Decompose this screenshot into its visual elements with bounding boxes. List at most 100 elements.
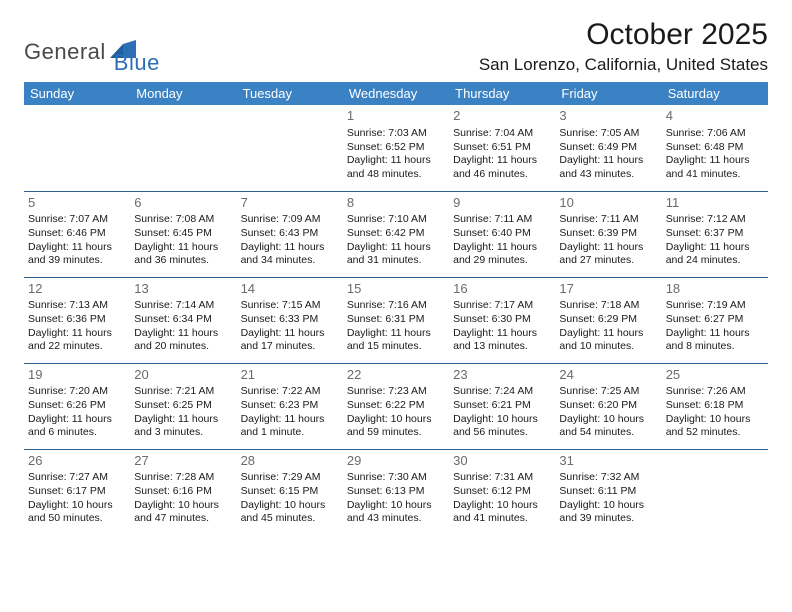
sunrise-line: Sunrise: 7:19 AM — [666, 299, 764, 313]
day-number: 6 — [134, 195, 232, 212]
day-number: 21 — [241, 367, 339, 384]
sunrise-line: Sunrise: 7:28 AM — [134, 471, 232, 485]
sunset-line: Sunset: 6:51 PM — [453, 141, 551, 155]
calendar-day-cell: 22Sunrise: 7:23 AMSunset: 6:22 PMDayligh… — [343, 363, 449, 449]
calendar-day-cell: 14Sunrise: 7:15 AMSunset: 6:33 PMDayligh… — [237, 277, 343, 363]
title-block: October 2025 San Lorenzo, California, Un… — [479, 18, 768, 75]
sunset-line: Sunset: 6:17 PM — [28, 485, 126, 499]
sunrise-line: Sunrise: 7:30 AM — [347, 471, 445, 485]
calendar-day-cell: 25Sunrise: 7:26 AMSunset: 6:18 PMDayligh… — [662, 363, 768, 449]
day-number: 8 — [347, 195, 445, 212]
daylight-line: and 39 minutes. — [559, 512, 657, 526]
daylight-line: and 17 minutes. — [241, 340, 339, 354]
daylight-line: and 3 minutes. — [134, 426, 232, 440]
calendar-day-cell: 21Sunrise: 7:22 AMSunset: 6:23 PMDayligh… — [237, 363, 343, 449]
daylight-line: Daylight: 11 hours — [666, 327, 764, 341]
sunrise-line: Sunrise: 7:16 AM — [347, 299, 445, 313]
sunrise-line: Sunrise: 7:06 AM — [666, 127, 764, 141]
day-number: 18 — [666, 281, 764, 298]
sunset-line: Sunset: 6:22 PM — [347, 399, 445, 413]
daylight-line: Daylight: 11 hours — [28, 241, 126, 255]
sunrise-line: Sunrise: 7:21 AM — [134, 385, 232, 399]
sunset-line: Sunset: 6:23 PM — [241, 399, 339, 413]
calendar-day-cell: 10Sunrise: 7:11 AMSunset: 6:39 PMDayligh… — [555, 191, 661, 277]
weekday-header-row: SundayMondayTuesdayWednesdayThursdayFrid… — [24, 82, 768, 105]
calendar-week-row: 12Sunrise: 7:13 AMSunset: 6:36 PMDayligh… — [24, 277, 768, 363]
day-number: 23 — [453, 367, 551, 384]
sunset-line: Sunset: 6:11 PM — [559, 485, 657, 499]
calendar-day-cell: 1Sunrise: 7:03 AMSunset: 6:52 PMDaylight… — [343, 105, 449, 191]
sunrise-line: Sunrise: 7:20 AM — [28, 385, 126, 399]
daylight-line: and 48 minutes. — [347, 168, 445, 182]
calendar-week-row: 19Sunrise: 7:20 AMSunset: 6:26 PMDayligh… — [24, 363, 768, 449]
day-number: 12 — [28, 281, 126, 298]
day-number: 10 — [559, 195, 657, 212]
daylight-line: and 43 minutes. — [347, 512, 445, 526]
day-number: 5 — [28, 195, 126, 212]
daylight-line: Daylight: 11 hours — [28, 413, 126, 427]
sunset-line: Sunset: 6:52 PM — [347, 141, 445, 155]
page-header: General Blue October 2025 San Lorenzo, C… — [24, 18, 768, 76]
calendar-day-cell: 4Sunrise: 7:06 AMSunset: 6:48 PMDaylight… — [662, 105, 768, 191]
calendar-day-cell: 17Sunrise: 7:18 AMSunset: 6:29 PMDayligh… — [555, 277, 661, 363]
daylight-line: and 20 minutes. — [134, 340, 232, 354]
daylight-line: Daylight: 10 hours — [28, 499, 126, 513]
weekday-header: Wednesday — [343, 82, 449, 105]
calendar-day-cell: 20Sunrise: 7:21 AMSunset: 6:25 PMDayligh… — [130, 363, 236, 449]
day-number: 11 — [666, 195, 764, 212]
weekday-header: Sunday — [24, 82, 130, 105]
weekday-header: Friday — [555, 82, 661, 105]
sunset-line: Sunset: 6:34 PM — [134, 313, 232, 327]
calendar-day-cell: 16Sunrise: 7:17 AMSunset: 6:30 PMDayligh… — [449, 277, 555, 363]
calendar-empty-cell — [237, 105, 343, 191]
sunrise-line: Sunrise: 7:17 AM — [453, 299, 551, 313]
day-number: 25 — [666, 367, 764, 384]
day-number: 15 — [347, 281, 445, 298]
calendar-day-cell: 15Sunrise: 7:16 AMSunset: 6:31 PMDayligh… — [343, 277, 449, 363]
daylight-line: and 13 minutes. — [453, 340, 551, 354]
daylight-line: and 45 minutes. — [241, 512, 339, 526]
calendar-thead: SundayMondayTuesdayWednesdayThursdayFrid… — [24, 82, 768, 105]
sunset-line: Sunset: 6:45 PM — [134, 227, 232, 241]
daylight-line: and 59 minutes. — [347, 426, 445, 440]
calendar-day-cell: 12Sunrise: 7:13 AMSunset: 6:36 PMDayligh… — [24, 277, 130, 363]
calendar-day-cell: 18Sunrise: 7:19 AMSunset: 6:27 PMDayligh… — [662, 277, 768, 363]
daylight-line: and 54 minutes. — [559, 426, 657, 440]
daylight-line: and 24 minutes. — [666, 254, 764, 268]
day-number: 3 — [559, 108, 657, 125]
sunrise-line: Sunrise: 7:27 AM — [28, 471, 126, 485]
sunset-line: Sunset: 6:29 PM — [559, 313, 657, 327]
sunset-line: Sunset: 6:48 PM — [666, 141, 764, 155]
daylight-line: and 52 minutes. — [666, 426, 764, 440]
sunset-line: Sunset: 6:36 PM — [28, 313, 126, 327]
day-number: 29 — [347, 453, 445, 470]
day-number: 26 — [28, 453, 126, 470]
daylight-line: Daylight: 10 hours — [666, 413, 764, 427]
calendar-day-cell: 9Sunrise: 7:11 AMSunset: 6:40 PMDaylight… — [449, 191, 555, 277]
calendar-day-cell: 5Sunrise: 7:07 AMSunset: 6:46 PMDaylight… — [24, 191, 130, 277]
daylight-line: Daylight: 11 hours — [134, 413, 232, 427]
day-number: 27 — [134, 453, 232, 470]
daylight-line: Daylight: 10 hours — [453, 413, 551, 427]
day-number: 22 — [347, 367, 445, 384]
month-title: October 2025 — [479, 18, 768, 51]
daylight-line: Daylight: 10 hours — [241, 499, 339, 513]
sunset-line: Sunset: 6:31 PM — [347, 313, 445, 327]
day-number: 24 — [559, 367, 657, 384]
sunset-line: Sunset: 6:18 PM — [666, 399, 764, 413]
daylight-line: Daylight: 11 hours — [347, 154, 445, 168]
daylight-line: and 1 minute. — [241, 426, 339, 440]
daylight-line: Daylight: 11 hours — [241, 241, 339, 255]
daylight-line: Daylight: 11 hours — [666, 154, 764, 168]
daylight-line: Daylight: 11 hours — [134, 241, 232, 255]
sunrise-line: Sunrise: 7:03 AM — [347, 127, 445, 141]
sunset-line: Sunset: 6:43 PM — [241, 227, 339, 241]
daylight-line: and 47 minutes. — [134, 512, 232, 526]
brand-word-1: General — [24, 39, 106, 65]
calendar-day-cell: 8Sunrise: 7:10 AMSunset: 6:42 PMDaylight… — [343, 191, 449, 277]
weekday-header: Monday — [130, 82, 236, 105]
sunrise-line: Sunrise: 7:11 AM — [559, 213, 657, 227]
sunrise-line: Sunrise: 7:31 AM — [453, 471, 551, 485]
sunrise-line: Sunrise: 7:24 AM — [453, 385, 551, 399]
calendar-day-cell: 2Sunrise: 7:04 AMSunset: 6:51 PMDaylight… — [449, 105, 555, 191]
